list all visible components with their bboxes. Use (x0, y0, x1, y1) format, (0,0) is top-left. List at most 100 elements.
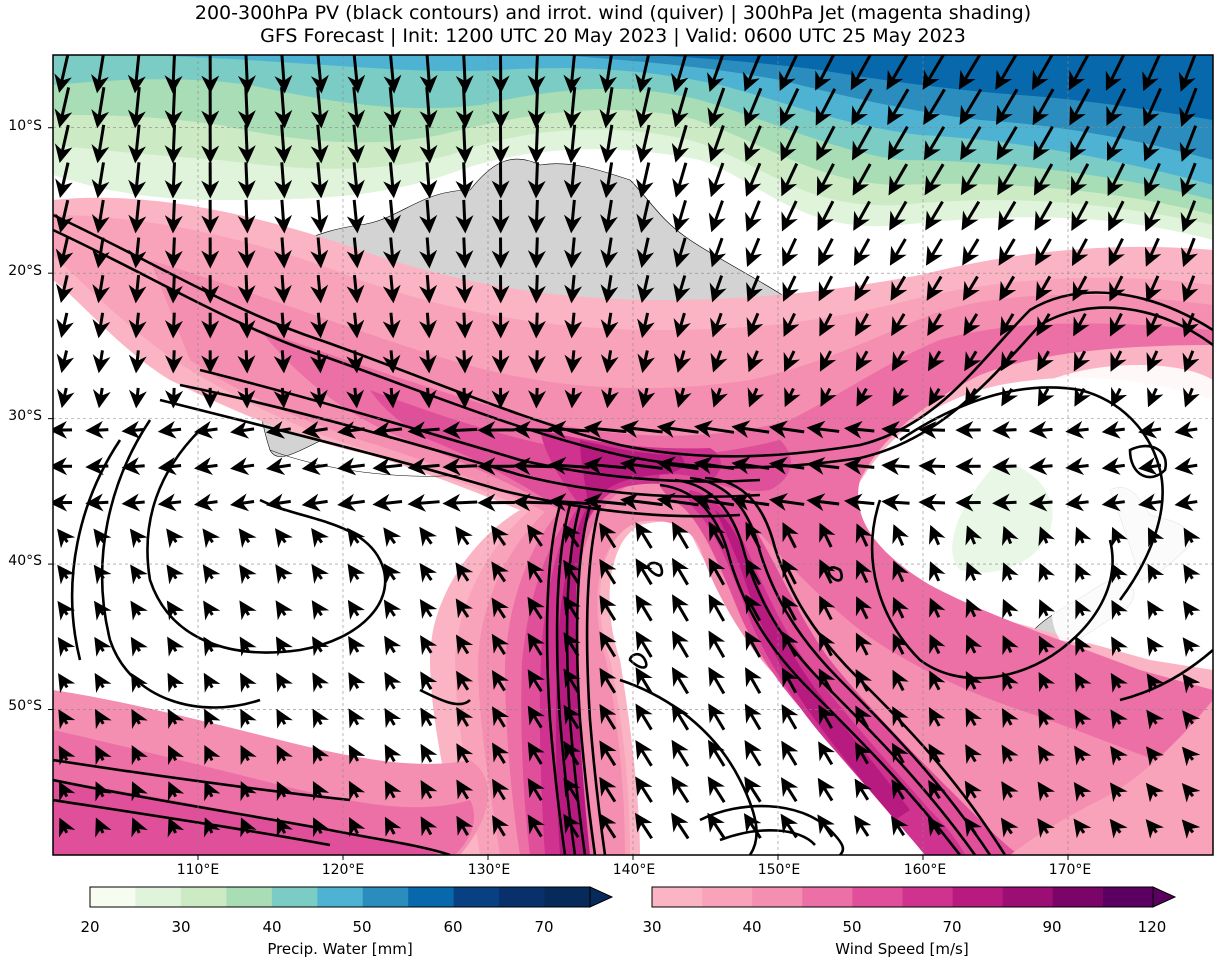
wind-arrow (635, 703, 653, 731)
wind-arrow (599, 667, 617, 694)
wind-arrow (1065, 420, 1089, 439)
wind-arrow (744, 703, 762, 731)
wind-arrow (383, 599, 402, 620)
wind-arrow (960, 163, 981, 196)
wind-arrow (599, 631, 617, 658)
wind-arrow (418, 350, 437, 374)
wind-arrow (57, 528, 76, 549)
wind-arrow (1146, 312, 1163, 337)
wind-arrow (892, 706, 909, 728)
wind-arrow (57, 637, 76, 657)
wind-arrow (599, 162, 618, 199)
wind-arrow (274, 162, 293, 199)
wind-arrow (57, 600, 76, 621)
wind-arrow (128, 312, 147, 339)
wind-arrow (527, 814, 545, 838)
precip-water-colorbar (89, 886, 614, 908)
wind-arrow (637, 387, 656, 409)
wind-arrow (708, 162, 726, 198)
wind-arrow (1111, 599, 1128, 620)
wind-arrow (1106, 88, 1127, 126)
wind-arrow (275, 564, 293, 585)
wind-arrow (91, 87, 110, 129)
wind-arrow (747, 387, 765, 408)
wind-arrow (768, 493, 805, 511)
wind-arrow (671, 124, 690, 163)
wind-arrow (346, 199, 365, 234)
wind-arrow (672, 594, 689, 622)
wind-arrow (54, 124, 73, 163)
wind-arrow (121, 493, 145, 512)
wind-arrow (407, 421, 440, 440)
wind-arrow (94, 672, 112, 694)
wind-arrow (240, 817, 257, 838)
wind-arrow (1109, 782, 1128, 803)
wind-arrow (746, 312, 764, 338)
colorbar-swatch (802, 887, 853, 907)
wind-arrow (671, 703, 690, 731)
wind-arrow (95, 745, 112, 766)
wind-arrow (312, 708, 330, 729)
wind-arrow (301, 493, 328, 512)
wind-arrow (710, 387, 728, 408)
wind-arrow (745, 558, 762, 586)
wind-arrow (1109, 275, 1126, 302)
wind-arrow (311, 527, 329, 548)
wind-arrow (636, 275, 655, 304)
wind-arrow (780, 813, 799, 839)
wind-arrow (237, 162, 256, 199)
wind-arrow (563, 668, 581, 693)
wind-arrow (671, 776, 690, 804)
wind-arrow (346, 350, 365, 374)
pw-tick-40: 40 (262, 918, 282, 936)
wind-arrow (382, 312, 401, 339)
colorbar-swatch (902, 887, 954, 907)
wind-arrow (563, 777, 581, 802)
coastline-south (269, 449, 461, 477)
wind-arrow (127, 86, 146, 129)
wind-arrow (527, 162, 546, 199)
wind-arrow (1038, 562, 1056, 583)
wind-arrow (960, 126, 982, 161)
wind-arrow (85, 493, 109, 512)
wind-arrow (275, 636, 293, 657)
wind-arrow (419, 237, 438, 269)
wind-arrow (527, 741, 545, 765)
wind-arrow (818, 631, 836, 657)
wind-arrow (131, 781, 148, 802)
wind-arrow (563, 595, 581, 621)
wind-arrow (382, 350, 401, 374)
wind-arrow (1073, 312, 1090, 337)
wind-arrow (636, 162, 654, 198)
wind-arrow (420, 816, 438, 837)
wind-arrow (959, 88, 983, 125)
wind-arrow (383, 199, 401, 234)
colorbar-swatch (90, 887, 136, 907)
wind-arrow (707, 776, 726, 803)
wind-arrow (998, 238, 1016, 266)
wind-arrow (418, 312, 437, 339)
wind-arrow (93, 564, 112, 585)
wind-arrow (563, 199, 582, 234)
wind-arrow (768, 456, 805, 475)
wind-arrow (1111, 386, 1128, 407)
wind-arrow (301, 457, 328, 476)
wind-arrow (1138, 420, 1162, 439)
wind-arrow (492, 742, 510, 764)
wind-arrow (768, 420, 805, 439)
wind-arrow (382, 275, 401, 304)
wind-arrow (239, 600, 257, 621)
wind-arrow (855, 559, 873, 584)
wind-arrow (923, 125, 946, 161)
wind-arrow (1032, 88, 1055, 126)
wind-arrow (491, 561, 509, 583)
colorbar-swatch (271, 887, 318, 907)
wind-arrow (527, 596, 545, 620)
wind-arrow (782, 522, 799, 549)
wind-arrow (274, 528, 293, 548)
wind-arrow (817, 814, 835, 838)
wind-arrow (1038, 708, 1056, 729)
wind-arrow (656, 492, 699, 511)
wind-arrow (708, 594, 726, 622)
wind-arrow (635, 558, 653, 586)
